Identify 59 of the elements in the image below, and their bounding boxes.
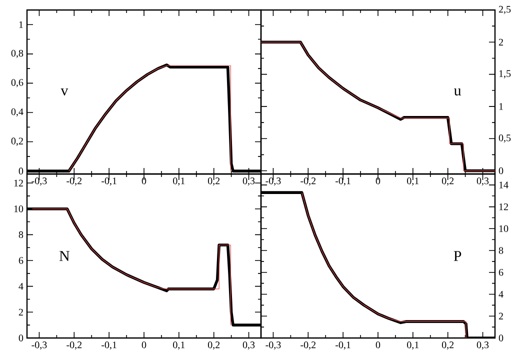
y-tick-label: 12 — [14, 180, 23, 186]
y-axis-title: u — [454, 88, 462, 96]
x-tick-label: 0,1 — [407, 178, 419, 186]
x-tick-label: 0,1 — [173, 178, 185, 186]
x-tick-label: 0,3 — [476, 178, 489, 186]
y2-tick-label: 10 — [499, 225, 508, 232]
y-tick-label: 10 — [14, 205, 24, 212]
x-tick-label: 0 — [376, 342, 380, 348]
x-tick-label: 0,3 — [242, 342, 255, 350]
x-tick-label: 0,3 — [476, 342, 489, 350]
x-tick-label: 0,2 — [208, 178, 220, 186]
y2-tick-label: 14 — [499, 182, 508, 188]
x-tick-label: 0 — [142, 178, 146, 184]
y-tick-label: 0 — [18, 168, 24, 174]
x-tick-label: -0,2 — [66, 342, 82, 350]
x-tick-label: 0 — [376, 178, 380, 184]
y-axis-title: N — [59, 251, 70, 261]
x-tick-label: 0,2 — [442, 342, 454, 350]
y-tick-label: 6 — [18, 257, 24, 264]
y-tick-label: 0,6 — [11, 79, 24, 88]
y2-tick-label: 6 — [498, 269, 504, 276]
y-axis-title: P — [454, 251, 462, 261]
y-tick-label: 4 — [18, 283, 24, 290]
y2-tick-label: 0 — [498, 167, 504, 174]
x-tick-label: -0,2 — [66, 178, 82, 186]
y-tick-label: 1 — [19, 21, 23, 28]
x-tick-label: 0,1 — [407, 342, 419, 350]
y2-tick-label: 0,5 — [498, 134, 511, 143]
x-tick-label: -0,3 — [266, 342, 281, 350]
y-tick-label: 0,8 — [11, 50, 24, 58]
x-tick-label: 0,1 — [173, 342, 185, 350]
y-tick-label: 0,2 — [11, 138, 23, 146]
x-tick-label: -0,3 — [266, 178, 281, 186]
y2-tick-label: 2 — [498, 312, 503, 320]
y2-tick-label: 2,5 — [498, 6, 511, 14]
y2-tick-label: 2 — [498, 38, 503, 46]
x-tick-label: -0,1 — [102, 178, 116, 186]
y2-tick-label: 4 — [498, 290, 504, 298]
x-tick-label: -0,1 — [102, 342, 116, 350]
x-tick-label: 0,3 — [242, 178, 255, 186]
y-tick-label: 0 — [18, 334, 24, 342]
x-tick-label: 0 — [142, 342, 146, 348]
x-tick-label: -0,1 — [336, 342, 350, 350]
y2-tick-label: 8 — [498, 247, 504, 254]
x-tick-label: -0,3 — [32, 178, 47, 186]
x-tick-label: 0,2 — [208, 342, 220, 350]
y-tick-label: 8 — [18, 231, 24, 238]
x-tick-label: -0,3 — [32, 342, 47, 350]
y2-tick-label: 0 — [498, 334, 504, 342]
y-axis-title: v — [60, 88, 68, 96]
x-tick-label: -0,2 — [300, 178, 316, 186]
x-tick-label: -0,2 — [300, 342, 316, 350]
y2-tick-label: 1 — [499, 103, 503, 110]
y2-tick-label: 1,5 — [499, 70, 511, 78]
x-tick-label: 0,2 — [442, 178, 454, 186]
y-tick-label: 0,4 — [11, 108, 24, 117]
y2-tick-label: 12 — [499, 203, 508, 210]
x-tick-label: -0,1 — [336, 178, 350, 186]
y-tick-label: 2 — [18, 308, 23, 316]
